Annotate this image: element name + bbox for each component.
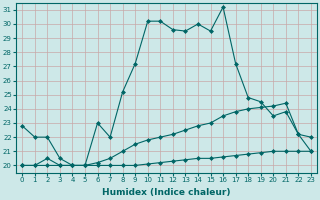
X-axis label: Humidex (Indice chaleur): Humidex (Indice chaleur) (102, 188, 231, 197)
